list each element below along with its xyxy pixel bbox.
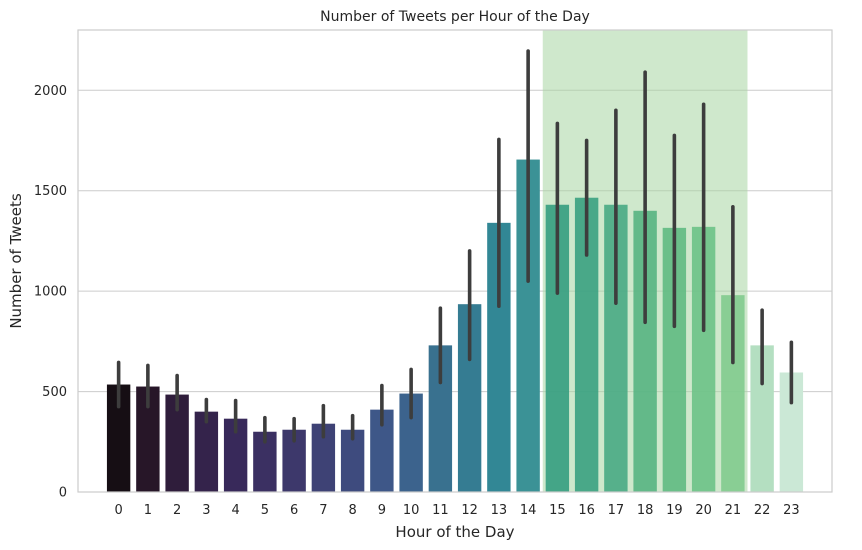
bar-hour-2: [165, 394, 189, 492]
bar-hour-16: [574, 197, 599, 493]
x-tick-label: 11: [432, 503, 449, 518]
x-tick-label: 12: [461, 503, 478, 518]
x-tick-label: 5: [261, 503, 269, 518]
x-tick-label: 9: [378, 503, 386, 518]
bar-hour-20: [691, 226, 716, 492]
bar-hour-15: [545, 204, 570, 492]
bar-hour-13: [487, 222, 511, 492]
bar-hour-11: [428, 345, 453, 492]
bar-hour-3: [194, 411, 219, 492]
x-tick-label: 4: [231, 503, 239, 518]
bar-hour-9: [370, 409, 394, 492]
x-tick-label: 1: [144, 503, 152, 518]
bar-hour-1: [136, 386, 160, 492]
x-axis-label: Hour of the Day: [395, 523, 514, 541]
x-tick-label: 0: [114, 503, 122, 518]
x-tick-label: 23: [783, 503, 800, 518]
y-tick-label: 500: [42, 385, 67, 400]
bar-hour-12: [457, 304, 482, 492]
bar-hour-8: [340, 429, 365, 492]
y-tick-label: 2000: [34, 84, 67, 99]
x-tick-label: 20: [695, 503, 712, 518]
x-tick-label: 22: [754, 503, 771, 518]
error-bars: [116, 49, 794, 444]
bars: [106, 159, 804, 493]
x-tick-label: 7: [319, 503, 327, 518]
chart-title: Number of Tweets per Hour of the Day: [320, 9, 590, 25]
y-axis-label: Number of Tweets: [7, 193, 25, 329]
y-tick-labels: 0 500 1000 1500 2000: [34, 84, 67, 501]
x-tick-labels: 0 1 2 3 4 5 6 7 8 9 10 11 12 13 14 15 16 17 18 19 20 21 22 23: [114, 503, 799, 518]
bar-hour-14: [516, 159, 540, 493]
bar-hour-6: [282, 429, 306, 492]
x-tick-label: 10: [403, 503, 420, 518]
bar-hour-22: [750, 345, 774, 492]
bar-hour-19: [662, 227, 687, 493]
bar-hour-18: [633, 210, 657, 493]
y-tick-label: 0: [59, 486, 67, 501]
x-tick-label: 6: [290, 503, 298, 518]
x-tick-label: 2: [173, 503, 181, 518]
bar-hour-4: [223, 418, 248, 492]
x-tick-label: 16: [578, 503, 595, 518]
x-tick-label: 14: [520, 503, 537, 518]
plot-frame: [77, 29, 833, 493]
bar-hour-21: [721, 295, 745, 492]
x-tick-label: 21: [725, 503, 742, 518]
x-tick-label: 19: [666, 503, 683, 518]
x-tick-label: 18: [637, 503, 654, 518]
x-tick-label: 17: [608, 503, 625, 518]
bar-hour-7: [311, 423, 336, 492]
y-tick-label: 1000: [34, 285, 67, 300]
y-tick-label: 1500: [34, 184, 67, 199]
bar-hour-5: [253, 431, 277, 492]
x-tick-label: 15: [549, 503, 566, 518]
x-tick-label: 8: [348, 503, 356, 518]
bar-hour-17: [604, 204, 628, 492]
bar-hour-10: [399, 393, 423, 492]
x-tick-label: 3: [202, 503, 210, 518]
bar-hour-0: [106, 384, 131, 492]
x-tick-label: 13: [491, 503, 508, 518]
bar-hour-23: [779, 372, 804, 492]
